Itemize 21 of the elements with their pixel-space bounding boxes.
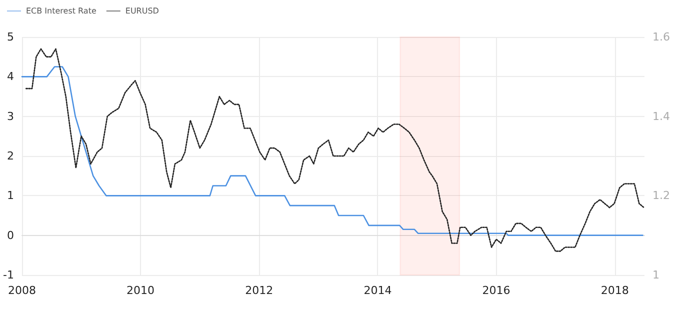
y-tick-label: 5: [6, 30, 14, 44]
y2-tick-label: 1.4: [652, 110, 670, 123]
legend-label: ECB Interest Rate: [26, 6, 96, 16]
y2-tick-label: 1: [652, 268, 660, 282]
y-tick-label: 4: [6, 70, 14, 84]
y-tick-label: 3: [6, 110, 14, 123]
legend-label: EURUSD: [125, 6, 159, 16]
y-tick-label: 0: [6, 228, 14, 242]
line-series: [21, 66, 644, 236]
x-tick-label: 2012: [245, 284, 274, 297]
line-series: [25, 48, 645, 252]
y2-tick-label: 1.2: [652, 189, 670, 202]
x-tick-label: 2014: [364, 284, 392, 297]
y2-tick-label: 1.6: [652, 30, 670, 44]
y-tick-label: 1: [6, 189, 14, 202]
x-tick-label: 2008: [8, 284, 36, 297]
x-tick-label: 2010: [126, 284, 155, 297]
y-tick-label: -1: [3, 268, 14, 282]
x-tick-label: 2016: [482, 284, 510, 297]
x-tick-label: 2018: [600, 284, 629, 297]
y-tick-label: 2: [6, 150, 14, 162]
